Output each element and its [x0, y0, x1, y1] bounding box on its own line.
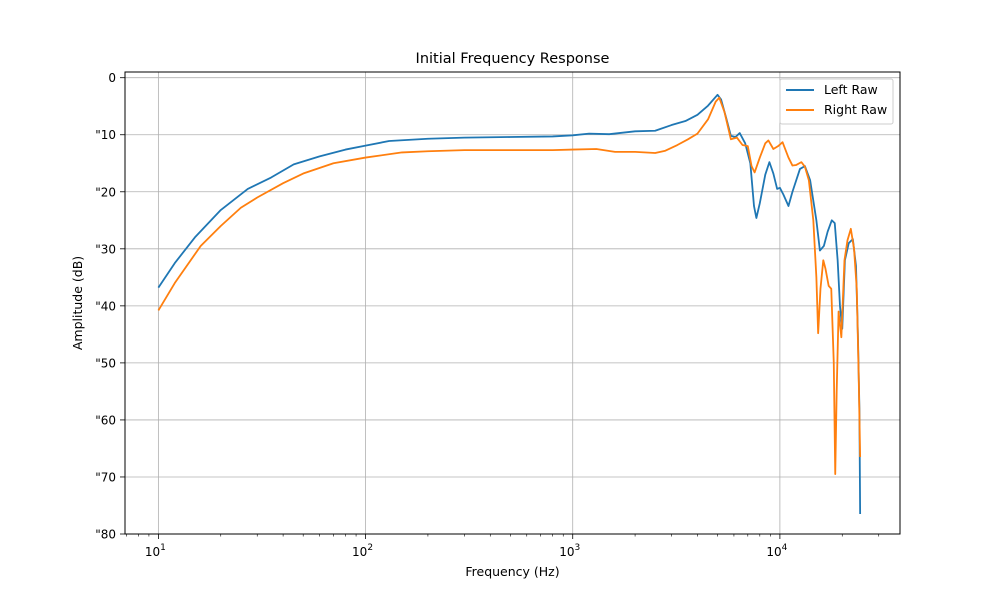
y-tick-label: "50 — [95, 356, 116, 370]
y-tick-label: "10 — [95, 128, 116, 142]
y-tick-label: "40 — [95, 299, 116, 313]
x-axis-label: Frequency (Hz) — [465, 564, 559, 579]
series-lines — [157, 93, 862, 515]
series-line-left-raw — [157, 93, 862, 515]
legend: Left Raw Right Raw — [779, 78, 894, 125]
legend-label-right-raw: Right Raw — [824, 102, 887, 117]
x-tick-label: 102 — [352, 543, 373, 559]
y-tick-label: 0 — [108, 71, 116, 85]
y-axis-label: Amplitude (dB) — [70, 256, 85, 350]
y-tick-label: "60 — [95, 413, 116, 427]
axis-ticks: 101 102 103 104 0 "10 "20 "30 "40 "50 "60 "70 "80 — [95, 71, 880, 559]
y-tick-label: "70 — [95, 470, 116, 484]
y-tick-label: "30 — [95, 242, 116, 256]
y-tick-label: "80 — [95, 528, 116, 542]
x-tick-label: 103 — [559, 543, 580, 559]
x-tick-label: 101 — [145, 543, 166, 559]
legend-label-left-raw: Left Raw — [824, 82, 878, 97]
plot-frame — [124, 71, 901, 535]
x-tick-label: 104 — [766, 543, 787, 559]
chart-title: Initial Frequency Response — [416, 51, 610, 67]
series-line-right-raw — [157, 96, 862, 476]
y-tick-label: "20 — [95, 185, 116, 199]
